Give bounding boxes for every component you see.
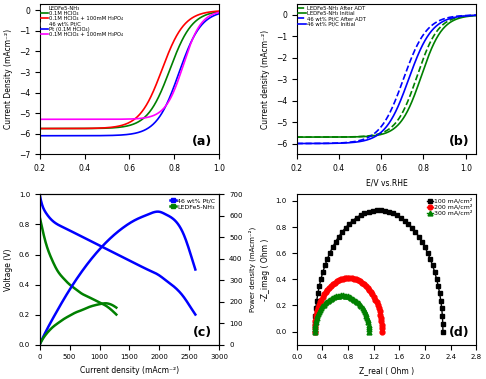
X-axis label: Current density (mAcm⁻²): Current density (mAcm⁻²) [80,366,179,375]
Y-axis label: Current Density (mAcm⁻²): Current Density (mAcm⁻²) [4,29,13,129]
Text: (c): (c) [193,326,212,338]
Y-axis label: Current density (mAcm⁻²): Current density (mAcm⁻²) [261,30,270,129]
Y-axis label: Power density (mAcm⁻²): Power density (mAcm⁻²) [248,227,256,312]
X-axis label: E/V vs.RHE: E/V vs.RHE [365,179,407,188]
Text: (d): (d) [449,326,469,338]
Text: (a): (a) [192,135,212,148]
Legend: 100 mA/cm², 200 mA/cm², 300 mA/cm²: 100 mA/cm², 200 mA/cm², 300 mA/cm² [426,197,473,216]
Legend: LEDFe5-NH₃ After ADT, LEDFe5-NH₃ Initial, 46 wt% Pt/C After ADT, 46 wt% Pt/C Ini: LEDFe5-NH₃ After ADT, LEDFe5-NH₃ Initial… [298,5,366,27]
X-axis label: Z_real ( Ohm ): Z_real ( Ohm ) [359,366,414,375]
Text: (b): (b) [449,135,469,148]
Legend: 46 wt% Pt/C, LEDFe5-NH₃: 46 wt% Pt/C, LEDFe5-NH₃ [169,197,216,210]
Legend: LEDFe5-NH₃, 0.1M HClO₄, 0.1M HClO₄ + 100mM H₃PO₄, 46 wt% Pt/C, Pt (0.1M HClO₄), : LEDFe5-NH₃, 0.1M HClO₄, 0.1M HClO₄ + 100… [41,5,123,38]
Y-axis label: -Z_imag ( Ohm ): -Z_imag ( Ohm ) [261,238,270,301]
Y-axis label: Voltage (V): Voltage (V) [4,248,13,291]
